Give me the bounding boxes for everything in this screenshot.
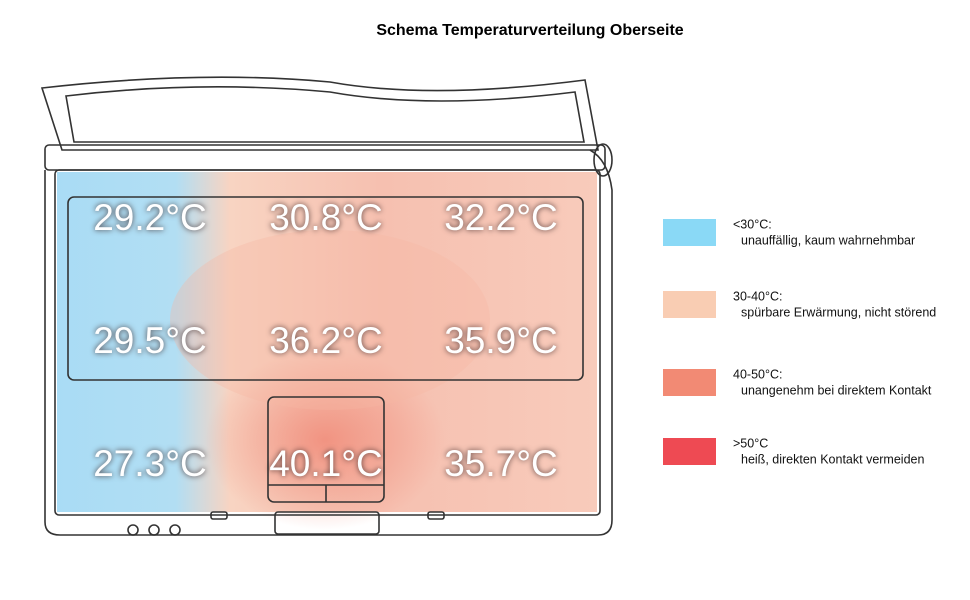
legend-range: <30°C: [733,217,772,231]
legend-swatch [663,291,716,318]
legend-description: heiß, direkten Kontakt vermeiden [741,452,924,466]
legend-range: >50°C [733,436,768,450]
legend-range: 40-50°C: [733,367,782,381]
temperature-reading: 27.3°C [93,443,207,484]
title: Schema Temperaturverteilung Oberseite [376,22,683,39]
temperature-reading: 29.2°C [93,197,207,238]
legend-description: spürbare Erwärmung, nicht störend [741,305,936,319]
temperature-reading: 30.8°C [269,197,383,238]
temperature-reading: 36.2°C [269,320,383,361]
temperature-reading: 35.7°C [444,443,558,484]
temperature-reading: 29.5°C [93,320,207,361]
legend-swatch [663,219,716,246]
legend-range: 30-40°C: [733,289,782,303]
legend-description: unauffällig, kaum wahrnehmbar [741,233,915,247]
legend-swatch [663,369,716,396]
legend-swatch [663,438,716,465]
laptop [40,76,613,536]
temperature-reading: 40.1°C [269,443,383,484]
legend-description: unangenehm bei direktem Kontakt [741,383,932,397]
temperature-reading: 32.2°C [444,197,558,238]
temperature-reading: 35.9°C [444,320,558,361]
